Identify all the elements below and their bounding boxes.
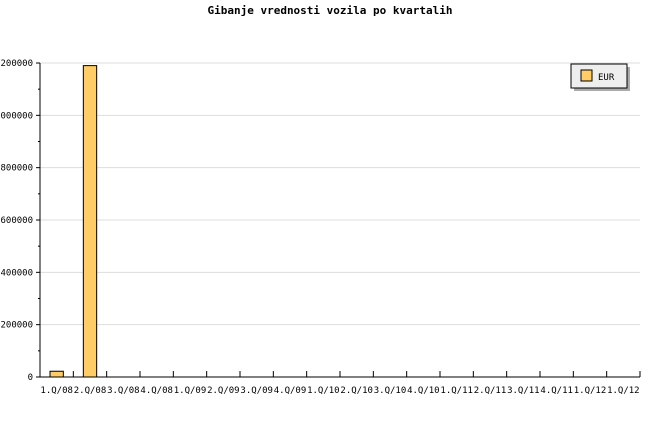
x-tick-label: 1.Q/12 xyxy=(574,386,607,396)
x-tick-label: 1.Q/11 xyxy=(440,386,473,396)
x-tick-label: 3.Q/08 xyxy=(107,386,140,396)
legend xyxy=(570,63,628,89)
bar xyxy=(49,370,64,378)
y-tick-label: 200000 xyxy=(0,321,33,331)
legend-swatch xyxy=(580,69,593,82)
x-tick-label: 3.Q/09 xyxy=(240,386,273,396)
y-tick-label: 800000 xyxy=(0,164,33,174)
x-tick-label: 1.Q/12 xyxy=(607,386,640,396)
legend-label: EUR xyxy=(598,73,615,83)
y-tick-label: 400000 xyxy=(0,268,33,278)
x-tick-label: 2.Q/10 xyxy=(340,386,373,396)
x-tick-label: 2.Q/08 xyxy=(74,386,107,396)
x-tick-label: 4.Q/10 xyxy=(407,386,440,396)
x-tick-label: 1.Q/09 xyxy=(174,386,207,396)
y-tick-label: 0 xyxy=(28,373,33,383)
x-tick-label: 1.Q/10 xyxy=(307,386,340,396)
bar xyxy=(82,65,98,378)
x-tick-label: 3.Q/11 xyxy=(507,386,540,396)
x-tick-label: 2.Q/09 xyxy=(207,386,240,396)
y-tick-label: 1000000 xyxy=(0,111,33,121)
x-tick-label: 3.Q/10 xyxy=(374,386,407,396)
y-tick-label: 1200000 xyxy=(0,59,33,69)
x-tick-label: 1.Q/08 xyxy=(40,386,73,396)
x-tick-label: 4.Q/11 xyxy=(540,386,573,396)
x-tick-label: 4.Q/09 xyxy=(274,386,307,396)
y-tick-label: 600000 xyxy=(0,216,33,226)
chart-title: Gibanje vrednosti vozila po kvartalih xyxy=(207,4,453,17)
x-tick-label: 4.Q/08 xyxy=(140,386,173,396)
x-tick-label: 2.Q/11 xyxy=(474,386,507,396)
